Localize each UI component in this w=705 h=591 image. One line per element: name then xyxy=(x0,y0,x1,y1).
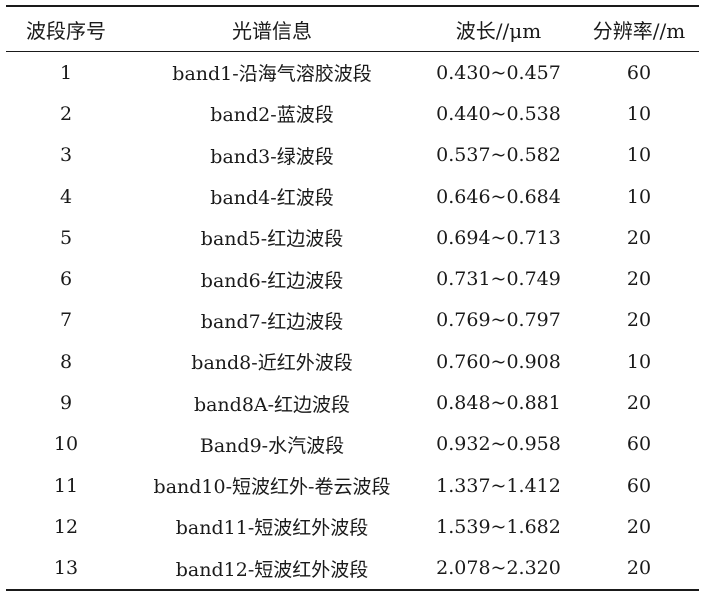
band-number-cell: 1 xyxy=(59,61,73,84)
band-number-cell: 12 xyxy=(53,515,79,538)
wavelength-cell: 2.078~2.320 xyxy=(436,557,561,580)
wavelength-cell: 0.440~0.538 xyxy=(436,102,561,125)
resolution-cell: 20 xyxy=(626,515,652,538)
spectral-info-cell: band8A-红边波段 xyxy=(193,393,351,416)
wavelength-cell: 0.760~0.908 xyxy=(436,350,561,373)
band-number-cell: 9 xyxy=(59,392,73,415)
spectral-info-cell: band1-沿海气溶胶波段 xyxy=(172,63,372,86)
spectral-info-cell: band11-短波红外波段 xyxy=(175,517,369,540)
wavelength-cell: 0.769~0.797 xyxy=(436,309,561,332)
resolution-cell: 10 xyxy=(626,350,652,373)
wavelength-cell: 0.430~0.457 xyxy=(436,61,561,84)
table-row: 11 band10-短波红外-卷云波段 1.337~1.412 60 xyxy=(6,465,699,506)
resolution-cell: 60 xyxy=(626,433,652,456)
table-row: 6 band6-红边波段 0.731~0.749 20 xyxy=(6,258,699,299)
header-band-number: 波段序号 xyxy=(26,18,106,43)
wavelength-cell: 1.539~1.682 xyxy=(436,515,561,538)
spectral-info-cell: band10-短波红外-卷云波段 xyxy=(153,476,391,499)
spectral-info-cell: band5-红边波段 xyxy=(200,228,344,251)
table-row: 5 band5-红边波段 0.694~0.713 20 xyxy=(6,217,699,258)
header-spectral-info: 光谱信息 xyxy=(232,18,312,43)
spectral-info-cell: band4-红波段 xyxy=(210,187,334,210)
band-number-cell: 10 xyxy=(53,433,79,456)
band-number-cell: 11 xyxy=(53,474,79,497)
resolution-cell: 10 xyxy=(626,102,652,125)
wavelength-cell: 0.731~0.749 xyxy=(436,268,561,291)
band-number-cell: 13 xyxy=(53,557,79,580)
band-table-container: 波段序号 光谱信息 波长//μm 分辨率//m 1 band1-沿海气溶胶波段 0.… xyxy=(6,5,699,591)
resolution-cell: 20 xyxy=(626,392,652,415)
spectral-info-cell: Band9-水汽波段 xyxy=(199,434,345,457)
band-number-cell: 7 xyxy=(59,309,73,332)
header-wavelength: 波长//μm xyxy=(455,18,542,43)
wavelength-cell: 0.646~0.684 xyxy=(436,185,561,208)
table-row: 1 band1-沿海气溶胶波段 0.430~0.457 60 xyxy=(6,52,699,94)
wavelength-cell: 0.694~0.713 xyxy=(436,226,561,249)
wavelength-cell: 0.537~0.582 xyxy=(436,144,561,167)
wavelength-cell: 0.848~0.881 xyxy=(436,392,561,415)
band-number-cell: 6 xyxy=(59,268,73,291)
spectral-info-cell: band6-红边波段 xyxy=(200,269,344,292)
table-row: 9 band8A-红边波段 0.848~0.881 20 xyxy=(6,382,699,423)
band-number-cell: 5 xyxy=(59,226,73,249)
resolution-cell: 20 xyxy=(626,557,652,580)
spectral-info-cell: band7-红边波段 xyxy=(200,310,344,333)
spectral-info-cell: band12-短波红外波段 xyxy=(175,558,369,581)
spectral-info-cell: band2-蓝波段 xyxy=(210,104,334,127)
resolution-cell: 20 xyxy=(626,268,652,291)
band-number-cell: 2 xyxy=(59,102,73,125)
band-number-cell: 4 xyxy=(59,185,73,208)
table-row: 10 Band9-水汽波段 0.932~0.958 60 xyxy=(6,424,699,465)
band-number-cell: 3 xyxy=(59,144,73,167)
table-row: 13 band12-短波红外波段 2.078~2.320 20 xyxy=(6,548,699,590)
band-number-cell: 8 xyxy=(59,350,73,373)
resolution-cell: 10 xyxy=(626,144,652,167)
wavelength-cell: 0.932~0.958 xyxy=(436,433,561,456)
header-row: 波段序号 光谱信息 波长//μm 分辨率//m xyxy=(6,6,699,52)
table-row: 2 band2-蓝波段 0.440~0.538 10 xyxy=(6,93,699,134)
wavelength-cell: 1.337~1.412 xyxy=(436,474,561,497)
spectral-info-cell: band8-近红外波段 xyxy=(191,352,353,375)
band-table: 波段序号 光谱信息 波长//μm 分辨率//m 1 band1-沿海气溶胶波段 0.… xyxy=(6,5,699,591)
resolution-cell: 20 xyxy=(626,309,652,332)
table-row: 4 band4-红波段 0.646~0.684 10 xyxy=(6,176,699,217)
spectral-info-cell: band3-绿波段 xyxy=(210,145,334,168)
header-resolution: 分辨率//m xyxy=(592,18,686,43)
table-header: 波段序号 光谱信息 波长//μm 分辨率//m xyxy=(6,6,699,52)
resolution-cell: 10 xyxy=(626,185,652,208)
resolution-cell: 60 xyxy=(626,61,652,84)
table-row: 7 band7-红边波段 0.769~0.797 20 xyxy=(6,300,699,341)
table-row: 12 band11-短波红外波段 1.539~1.682 20 xyxy=(6,506,699,547)
resolution-cell: 20 xyxy=(626,226,652,249)
table-row: 3 band3-绿波段 0.537~0.582 10 xyxy=(6,135,699,176)
table-row: 8 band8-近红外波段 0.760~0.908 10 xyxy=(6,341,699,382)
resolution-cell: 60 xyxy=(626,474,652,497)
table-body: 1 band1-沿海气溶胶波段 0.430~0.457 60 2 band2-蓝波段 0.4… xyxy=(6,52,699,590)
